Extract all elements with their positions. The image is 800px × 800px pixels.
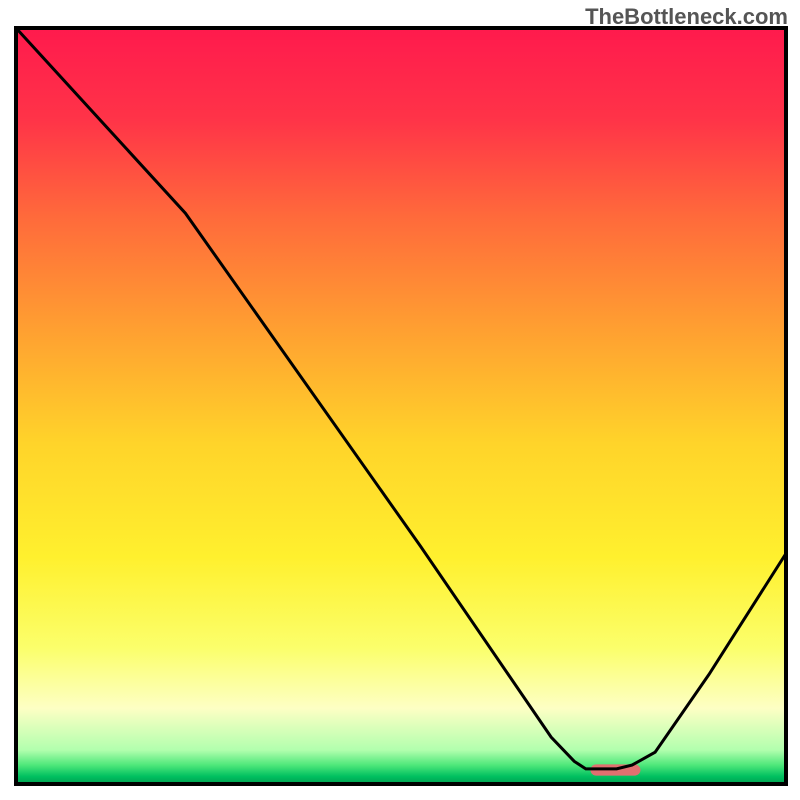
watermark-text: TheBottleneck.com [585, 4, 788, 30]
plot-background [16, 28, 786, 784]
bottleneck-chart [0, 0, 800, 800]
chart-container: TheBottleneck.com [0, 0, 800, 800]
